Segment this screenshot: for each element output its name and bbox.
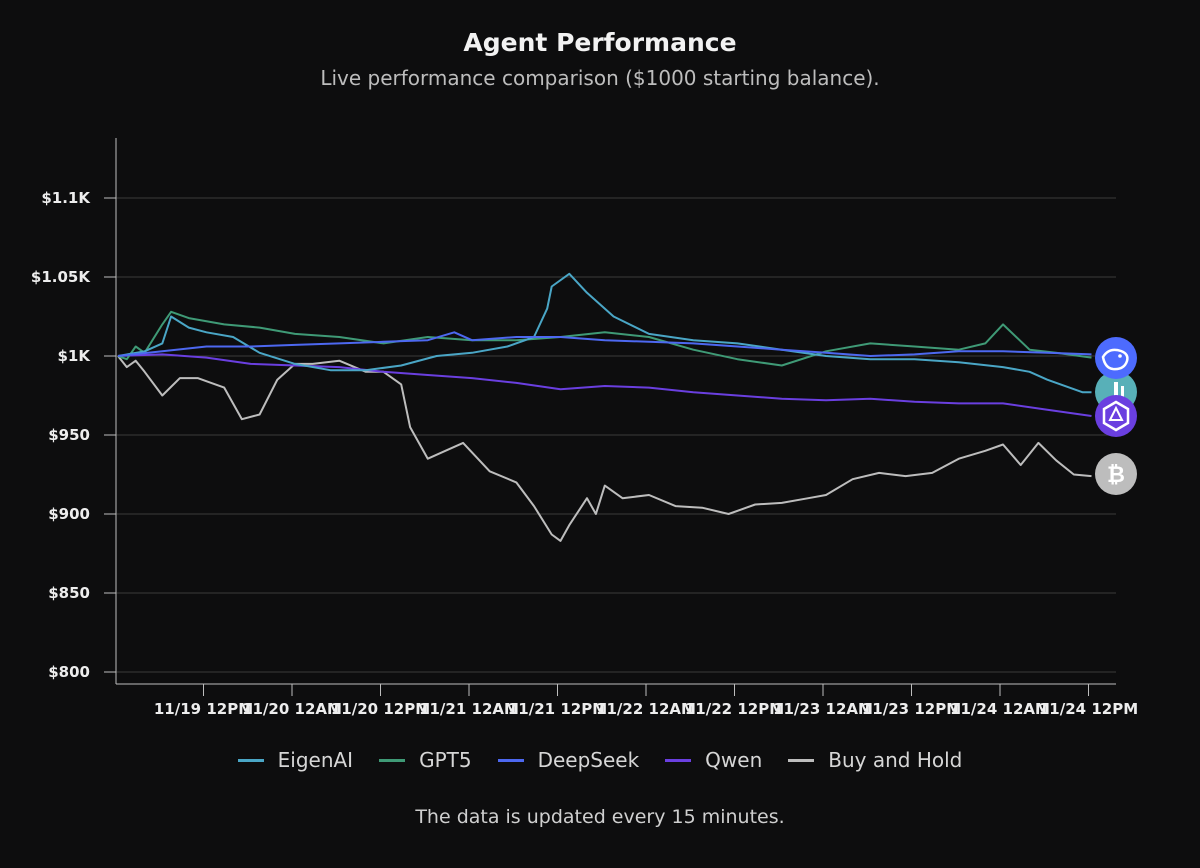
deepseek-whale-icon bbox=[1095, 337, 1137, 379]
gridlines bbox=[116, 197, 1116, 673]
chart-subtitle: Live performance comparison ($1000 start… bbox=[320, 66, 880, 90]
legend-label-qwen: Qwen bbox=[705, 748, 763, 772]
series-line-qwen[interactable] bbox=[117, 353, 1092, 417]
series-line-eigenai[interactable] bbox=[117, 272, 1092, 394]
qwen-logo-inner bbox=[1108, 405, 1124, 421]
qwen-logo-icon bbox=[1095, 395, 1137, 437]
deepseek-whale-shape bbox=[1101, 348, 1129, 371]
x-tick-label: 11/21 12PM bbox=[508, 700, 607, 718]
legend-item-gpt5[interactable]: GPT5 bbox=[379, 748, 472, 772]
x-tick-label: 11/24 12AM bbox=[950, 700, 1050, 718]
y-tick-label: $950 bbox=[48, 426, 90, 444]
legend-swatch-gpt5 bbox=[379, 758, 406, 762]
footer-note: The data is updated every 15 minutes. bbox=[415, 806, 785, 828]
qwen-logo-hexagon bbox=[1102, 400, 1130, 432]
chart-title: Agent Performance bbox=[463, 28, 737, 57]
x-tick-label: 11/22 12AM bbox=[596, 700, 696, 718]
series-line-buy-and-hold[interactable] bbox=[117, 355, 1092, 542]
legend-item-deepseek[interactable]: DeepSeek bbox=[497, 748, 640, 772]
deepseek-whale-icon-circle bbox=[1095, 337, 1137, 379]
legend-label-buy-and-hold: Buy and Hold bbox=[828, 748, 963, 772]
y-tick-label: $900 bbox=[48, 505, 90, 523]
x-tick-label: 11/21 12AM bbox=[419, 700, 519, 718]
legend: EigenAI GPT5 DeepSeek Qwen Buy and Hold bbox=[0, 748, 1200, 772]
y-tick-label: $850 bbox=[48, 584, 90, 602]
series-line-gpt5[interactable] bbox=[117, 310, 1092, 367]
series-lines bbox=[117, 272, 1092, 542]
x-tick-label: 11/22 12PM bbox=[685, 700, 784, 718]
legend-label-eigenai: EigenAI bbox=[277, 748, 354, 772]
deepseek-whale-eye bbox=[1118, 354, 1122, 358]
bitcoin-icon: ₿ bbox=[1095, 453, 1137, 495]
legend-swatch-buy-and-hold bbox=[788, 758, 815, 762]
qwen-logo-icon-circle bbox=[1095, 395, 1137, 437]
legend-item-eigenai[interactable]: EigenAI bbox=[237, 748, 354, 772]
legend-label-gpt5: GPT5 bbox=[419, 748, 472, 772]
x-tick-label: 11/20 12PM bbox=[331, 700, 430, 718]
y-tick-label: $1.1K bbox=[41, 189, 91, 207]
legend-swatch-qwen bbox=[665, 758, 692, 762]
x-tick-label: 11/23 12AM bbox=[773, 700, 873, 718]
x-tick-label: 11/20 12AM bbox=[242, 700, 342, 718]
y-tick-label: $1K bbox=[58, 347, 92, 365]
axes: $800 $850 $900 $950 $1K $1.05K $1.1K 11/19 12PM… bbox=[31, 138, 1138, 718]
bitcoin-icon-circle bbox=[1095, 453, 1137, 495]
legend-item-buy-and-hold[interactable]: Buy and Hold bbox=[788, 748, 962, 772]
bitcoin-symbol: ₿ bbox=[1107, 463, 1125, 488]
y-tick-label: $800 bbox=[48, 663, 90, 681]
x-tick-label: 11/24 12PM bbox=[1039, 700, 1138, 718]
x-tick-label: 11/23 12PM bbox=[862, 700, 961, 718]
legend-item-qwen[interactable]: Qwen bbox=[665, 748, 762, 772]
gpt-logo-bar bbox=[1121, 386, 1124, 398]
legend-swatch-deepseek bbox=[497, 758, 524, 762]
series-line-deepseek[interactable] bbox=[117, 331, 1092, 357]
y-tick-label: $1.05K bbox=[31, 268, 91, 286]
legend-swatch-eigenai bbox=[237, 758, 264, 762]
legend-label-deepseek: DeepSeek bbox=[537, 748, 640, 772]
series-end-icons: ₿ bbox=[1095, 337, 1137, 495]
gpt-logo-bar bbox=[1114, 382, 1118, 402]
x-tick-label: 11/19 12PM bbox=[154, 700, 253, 718]
